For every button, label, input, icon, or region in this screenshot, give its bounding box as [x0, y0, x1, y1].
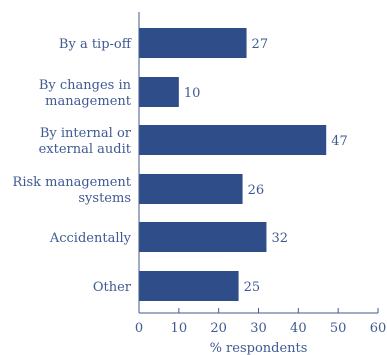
bars-group [139, 28, 327, 301]
category-label-3-1: systems [78, 191, 131, 206]
value-labels-group: 27 10 47 26 32 25 [184, 37, 348, 295]
category-label-2-1: external audit [39, 142, 132, 157]
x-tick-label-0: 0 [135, 321, 143, 336]
value-label-0: 27 [252, 37, 269, 52]
bar-4 [139, 222, 267, 252]
x-tick-label-5: 50 [330, 321, 347, 336]
value-label-2: 47 [331, 134, 348, 149]
category-label-4-0: Accidentally [49, 231, 132, 246]
value-label-4: 32 [271, 231, 288, 246]
x-ticks-group: 0 10 20 30 40 50 60 [135, 308, 386, 336]
category-label-1-1: management [45, 94, 132, 109]
x-axis-label: % respondents [210, 341, 308, 355]
bar-1 [139, 77, 179, 107]
category-label-5-0: Other [93, 280, 132, 295]
value-label-1: 10 [184, 86, 201, 101]
x-tick-label-2: 20 [210, 321, 227, 336]
bar-0 [139, 28, 247, 58]
bar-3 [139, 174, 243, 204]
bar-2 [139, 125, 327, 155]
category-label-3-0: Risk management [13, 175, 132, 190]
category-label-0-0: By a tip-off [59, 37, 133, 52]
x-tick-label-6: 60 [370, 321, 387, 336]
x-tick-label-3: 30 [250, 321, 267, 336]
x-tick-label-1: 10 [171, 321, 188, 336]
value-label-3: 26 [248, 183, 265, 198]
value-label-5: 25 [244, 280, 261, 295]
category-label-1-0: By changes in [39, 78, 132, 93]
category-label-2-0: By internal or [40, 126, 132, 141]
bar-5 [139, 271, 239, 301]
x-tick-label-4: 40 [290, 321, 307, 336]
